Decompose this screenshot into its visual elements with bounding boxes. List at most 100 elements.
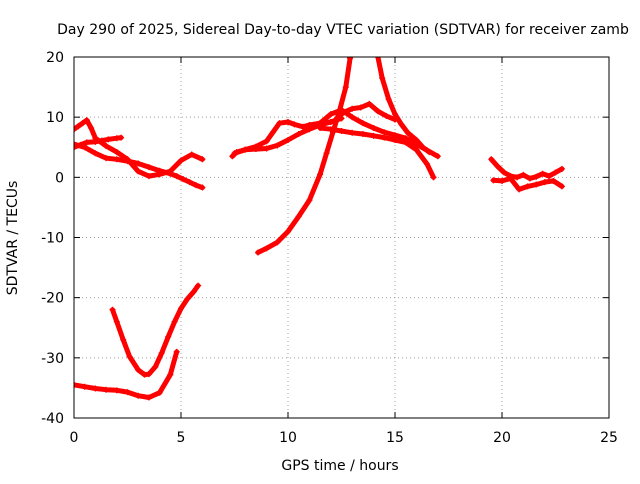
data-point <box>499 177 505 184</box>
data-point <box>550 177 557 184</box>
data-point <box>370 124 377 131</box>
data-point <box>338 128 345 135</box>
data-point <box>434 153 441 160</box>
data-point <box>524 183 531 190</box>
data-point <box>109 306 116 313</box>
data-point <box>276 120 283 127</box>
data-point <box>195 282 202 289</box>
data-point <box>124 389 131 396</box>
series-arc-g <box>231 118 334 157</box>
data-point <box>392 111 398 118</box>
data-point <box>263 145 270 152</box>
data-point <box>188 151 195 158</box>
tick-layer: 0 5 10 15 20 25 -40 -30 -20 -10 0 10 20 <box>41 50 618 446</box>
data-point <box>156 389 163 396</box>
data-point <box>167 371 174 378</box>
data-point <box>103 143 110 150</box>
data-point <box>83 117 90 124</box>
data-point <box>424 161 431 168</box>
data-point <box>374 57 381 60</box>
data-point <box>74 126 77 133</box>
data-point <box>285 228 291 235</box>
data-point <box>392 137 398 144</box>
data-point <box>103 386 110 393</box>
data-point <box>520 171 527 178</box>
data-point <box>158 350 165 357</box>
x-tick-label: 20 <box>493 430 511 446</box>
data-point <box>178 305 184 312</box>
y-tick-label: 10 <box>46 110 64 126</box>
data-point <box>332 117 339 124</box>
data-point <box>541 179 548 186</box>
data-point <box>145 371 152 378</box>
data-point <box>173 173 180 180</box>
data-point <box>135 168 142 175</box>
x-tick-label: 5 <box>177 430 186 446</box>
data-point <box>242 146 249 153</box>
data-point <box>199 184 206 191</box>
data-point <box>317 171 324 178</box>
data-point <box>285 137 291 144</box>
data-point <box>385 96 392 103</box>
x-tick-label: 25 <box>600 430 618 446</box>
data-point <box>357 104 364 111</box>
data-point <box>526 175 533 182</box>
data-point <box>171 318 178 325</box>
data-point <box>103 155 110 162</box>
data-point <box>79 120 86 127</box>
data-point <box>190 288 197 295</box>
series-arc-n <box>490 175 565 193</box>
data-point <box>327 111 334 118</box>
data-point <box>516 186 523 193</box>
data-point <box>558 183 565 190</box>
series-arc-e <box>109 282 202 378</box>
data-point <box>263 245 270 252</box>
y-tick-label: -10 <box>41 231 64 247</box>
series-trace <box>74 117 205 179</box>
data-point <box>374 108 381 115</box>
data-point <box>507 175 514 182</box>
data-point <box>327 126 334 133</box>
series-arc-d <box>74 348 180 401</box>
data-point <box>327 118 334 125</box>
data-point <box>75 123 82 130</box>
data-point <box>488 156 495 163</box>
data-point <box>306 197 313 204</box>
y-tick-label: -40 <box>41 411 64 427</box>
data-point <box>81 383 88 390</box>
data-point <box>404 129 411 136</box>
x-axis-label: GPS time / hours <box>281 458 398 474</box>
data-point <box>192 182 199 189</box>
data-layer <box>74 57 565 401</box>
data-point <box>552 169 559 176</box>
data-point <box>274 142 281 149</box>
data-point <box>349 114 356 121</box>
data-point <box>285 118 291 125</box>
data-point <box>402 139 409 146</box>
data-point <box>118 134 125 141</box>
data-point <box>120 336 127 343</box>
data-point <box>306 121 313 128</box>
data-point <box>539 170 546 177</box>
data-point <box>173 348 180 355</box>
x-tick-label: 0 <box>70 430 79 446</box>
data-point <box>295 213 302 220</box>
data-point <box>113 318 120 325</box>
data-point <box>342 84 349 91</box>
data-point <box>152 363 159 370</box>
y-tick-label: 0 <box>55 170 64 186</box>
series-arc-i <box>317 106 441 160</box>
data-point <box>124 156 131 163</box>
data-point <box>558 165 565 172</box>
data-point <box>381 134 388 141</box>
data-point <box>98 137 105 144</box>
series-arc-k <box>374 57 433 156</box>
data-point <box>366 100 373 107</box>
data-point <box>381 129 388 136</box>
data-point <box>184 295 191 302</box>
series-arc-l <box>332 100 398 124</box>
data-point <box>419 144 426 151</box>
data-point <box>533 173 540 180</box>
series-arc-c <box>74 134 125 151</box>
